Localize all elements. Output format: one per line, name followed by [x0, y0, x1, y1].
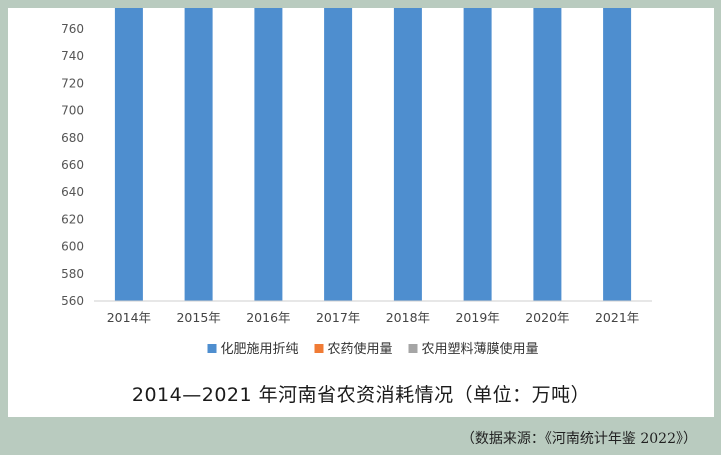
legend-label: 农用塑料薄膜使用量 [422, 341, 539, 357]
chart-panel: 560 580 600 620 640 660 680 700 720 740 760 2014年 2… [8, 8, 714, 417]
y-tick-label: 600 [61, 240, 84, 254]
legend-swatch [314, 344, 324, 353]
x-tick-label: 2016年 [246, 310, 290, 325]
y-tick-label: 740 [61, 49, 84, 63]
x-tick-label: 2014年 [107, 310, 151, 325]
legend-swatch [207, 344, 217, 353]
legend: 化肥施用折纯 农药使用量 农用塑料薄膜使用量 [207, 341, 539, 357]
bars [114, 8, 632, 301]
x-tick-label: 2018年 [386, 310, 430, 325]
data-source: （数据来源：《河南统计年鉴 2022》） [460, 431, 697, 447]
x-tick-label: 2020年 [525, 310, 569, 325]
bar-segment-1 [393, 8, 422, 301]
x-tick-label: 2017年 [316, 310, 360, 325]
y-tick-label: 760 [61, 22, 84, 36]
y-tick-label: 660 [61, 158, 84, 172]
x-axis: 2014年 2015年 2016年 2017年 2018年 2019年 2020年 2021年 [107, 310, 640, 325]
x-tick-label: 2021年 [595, 310, 639, 325]
chart-title: 2014—2021 年河南省农资消耗情况（单位：万吨） [131, 384, 591, 406]
bar-segment-1 [184, 8, 213, 301]
y-tick-label: 640 [61, 185, 84, 199]
legend-item: 化肥施用折纯 [207, 342, 299, 357]
bar-segment-1 [254, 8, 283, 301]
x-tick-label: 2015年 [176, 310, 220, 325]
bar-segment-1 [114, 8, 143, 301]
y-tick-label: 700 [61, 104, 84, 118]
bar-segment-1 [533, 8, 562, 301]
legend-swatch [408, 344, 418, 353]
legend-item: 农药使用量 [314, 341, 393, 357]
x-tick-label: 2019年 [455, 310, 499, 325]
y-axis: 560 580 600 620 640 660 680 700 720 740 760 [61, 22, 84, 308]
y-tick-label: 620 [61, 212, 84, 226]
y-tick-label: 560 [61, 294, 84, 308]
legend-label: 化肥施用折纯 [221, 342, 299, 357]
y-tick-label: 580 [61, 267, 84, 281]
legend-item: 农用塑料薄膜使用量 [408, 341, 539, 357]
bar-segment-1 [603, 8, 632, 301]
bar-segment-1 [463, 8, 492, 301]
y-tick-label: 720 [61, 76, 84, 90]
legend-label: 农药使用量 [328, 341, 393, 357]
bar-segment-1 [324, 8, 353, 301]
y-tick-label: 680 [61, 131, 84, 145]
